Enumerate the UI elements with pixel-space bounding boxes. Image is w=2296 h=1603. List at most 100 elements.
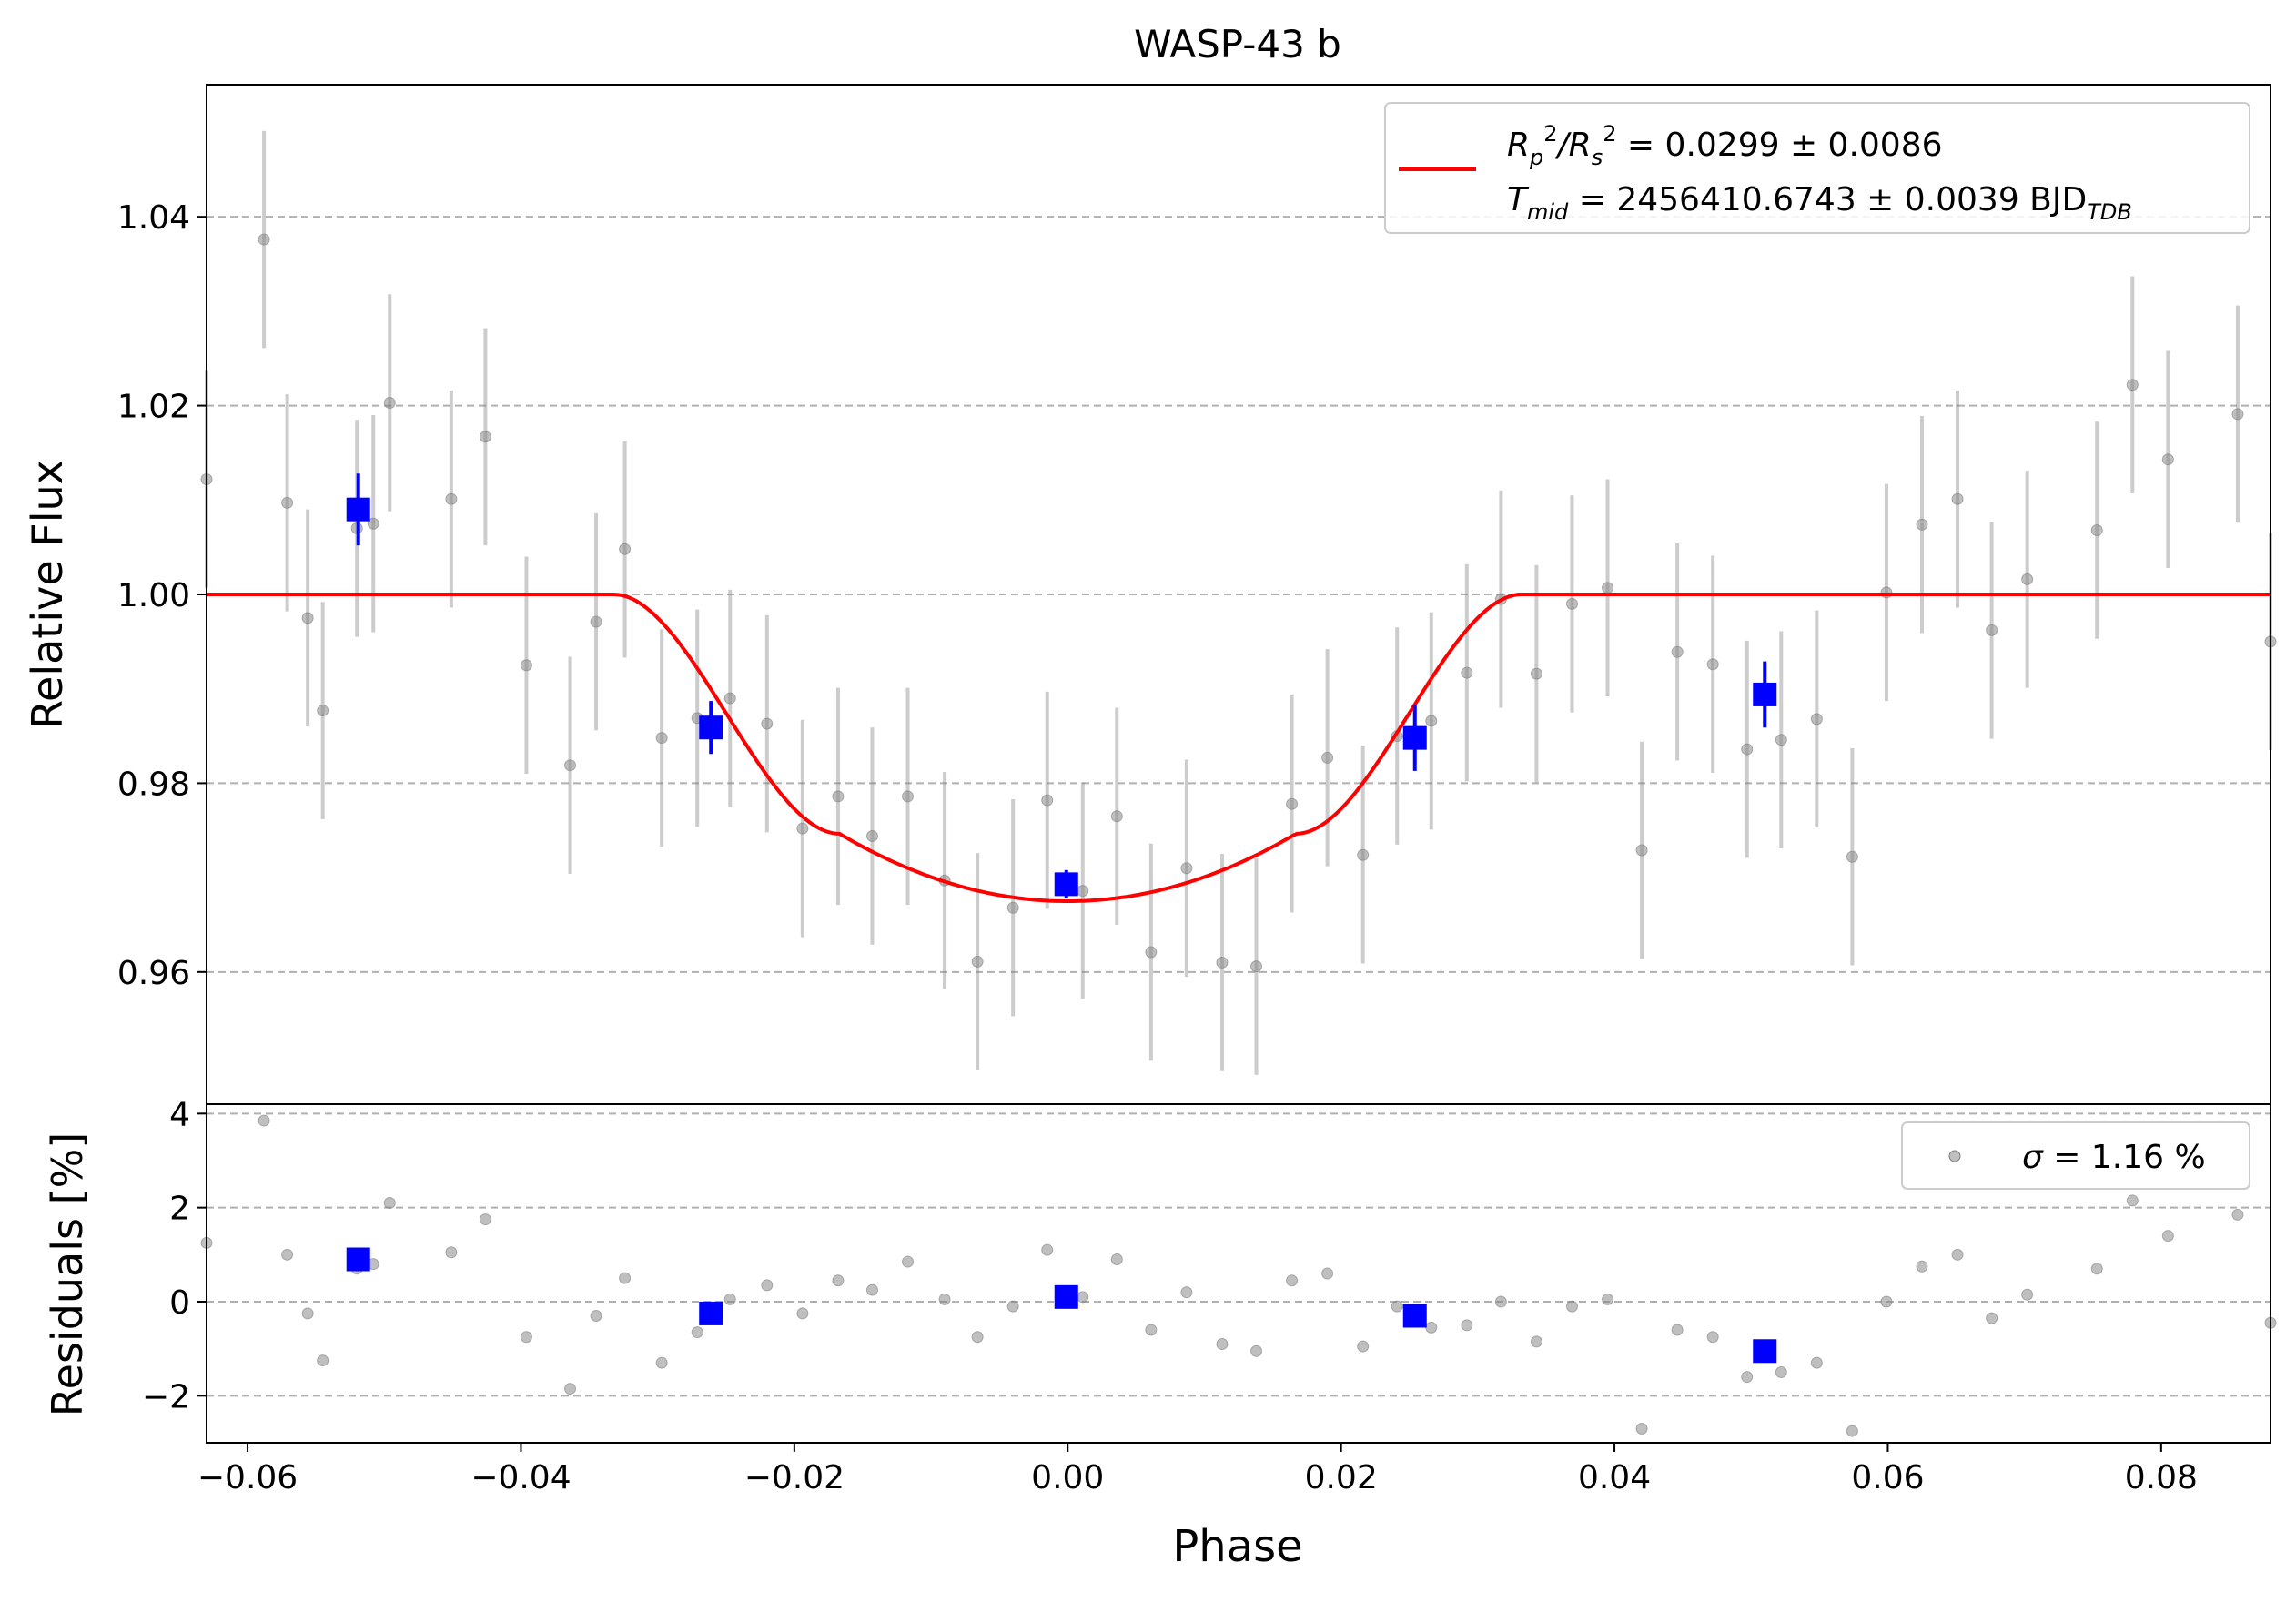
- x-ticks: −0.06 −0.04 −0.02 0.00 0.02 0.04 0.06 0.08: [197, 1443, 2198, 1496]
- residual-point: [971, 1331, 984, 1344]
- binned-residual-point: [1402, 1304, 1427, 1328]
- raw-point: [281, 496, 294, 509]
- residuals-legend: σ = 1.16 %: [1901, 1121, 2250, 1190]
- binned-residual-point: [699, 1301, 723, 1325]
- residuals-plot-frame: [206, 1103, 2271, 1444]
- raw-point: [1425, 715, 1438, 727]
- main-binned-points: [346, 473, 1777, 898]
- binned-point: [1402, 725, 1427, 750]
- binned-point: [346, 497, 370, 522]
- residual-point: [1110, 1253, 1123, 1265]
- raw-point: [1706, 658, 1719, 671]
- raw-point: [445, 492, 458, 505]
- residual-point: [865, 1283, 878, 1296]
- residual-point: [938, 1293, 951, 1305]
- main-legend: Rp2/Rs2 = 0.0299 ± 0.0086 Tmid = 2456410…: [1384, 102, 2250, 234]
- raw-point: [1250, 960, 1263, 973]
- raw-point: [520, 659, 532, 672]
- raw-point: [1916, 518, 1928, 531]
- raw-point: [832, 790, 845, 803]
- raw-point: [2231, 408, 2244, 421]
- residual-point: [1321, 1267, 1334, 1280]
- x-tick-label: 0.02: [1305, 1459, 1378, 1496]
- residual-point: [619, 1272, 632, 1284]
- main-y-ticks: 0.96 0.98 1.00 1.02 1.04: [117, 199, 207, 992]
- raw-point: [1216, 956, 1229, 969]
- residual-point: [1461, 1319, 1473, 1332]
- residual-point: [317, 1354, 329, 1367]
- raw-point: [1145, 946, 1158, 959]
- residual-point: [796, 1307, 809, 1320]
- raw-point: [479, 431, 491, 443]
- raw-point: [564, 759, 577, 772]
- residual-point: [655, 1356, 668, 1369]
- binned-residual-point: [1054, 1284, 1078, 1309]
- residual-point: [1602, 1293, 1614, 1305]
- residual-point: [902, 1255, 915, 1268]
- binned-residual-point: [1753, 1339, 1777, 1364]
- residual-point: [301, 1307, 314, 1320]
- residuals-y-tick-label: 0: [169, 1284, 190, 1322]
- raw-point: [1530, 667, 1542, 680]
- raw-point: [2126, 379, 2139, 391]
- residual-point: [1077, 1291, 1089, 1304]
- main-legend-box: [1384, 102, 2250, 234]
- main-y-tick-label: 0.98: [117, 766, 190, 803]
- residual-point: [1041, 1243, 1054, 1256]
- residual-point: [564, 1383, 577, 1395]
- legend-tmid-entry: Tmid = 2456410.6743 ± 0.0039 BJDTDB: [1507, 181, 2132, 225]
- raw-point: [655, 732, 668, 745]
- residual-point: [2126, 1194, 2139, 1207]
- raw-point: [796, 822, 809, 835]
- residuals-legend-box: [1901, 1121, 2250, 1190]
- residuals-y-tick-label: 4: [169, 1096, 190, 1133]
- x-tick-label: 0.06: [1851, 1459, 1924, 1496]
- raw-point: [1846, 850, 1858, 863]
- chart-title: WASP-43 b: [1134, 22, 1341, 66]
- raw-point: [1077, 885, 1089, 898]
- raw-point: [1006, 901, 1019, 914]
- residuals-panel: −2 0 2 4 −0.06 −0.04 −0.02 0.00 0.02 0.04 0.06 0.0…: [43, 1096, 2277, 1572]
- residual-point: [1951, 1248, 1964, 1261]
- raw-point: [367, 517, 379, 530]
- transit-model-curve: [207, 593, 2271, 903]
- residual-point: [1425, 1321, 1438, 1334]
- raw-point: [1986, 624, 1998, 636]
- raw-point: [865, 829, 878, 842]
- legend-depth-entry: Rp2/Rs2 = 0.0299 ± 0.0086: [1507, 121, 1943, 170]
- residuals-y-ticks: −2 0 2 4: [142, 1096, 207, 1415]
- raw-point: [1321, 751, 1334, 764]
- raw-point: [1357, 848, 1370, 861]
- residuals-y-tick-label: −2: [142, 1378, 190, 1415]
- x-tick-label: −0.06: [197, 1459, 298, 1496]
- residual-point: [1565, 1300, 1578, 1313]
- residual-point: [1357, 1340, 1370, 1353]
- residual-point: [1880, 1295, 1893, 1308]
- residual-point: [832, 1274, 845, 1287]
- binned-residual-point: [346, 1247, 370, 1272]
- residual-point: [1635, 1423, 1648, 1435]
- raw-point: [301, 612, 314, 624]
- residuals-y-axis-label: Residuals [%]: [43, 1132, 92, 1416]
- legend-sigma-entry: σ = 1.16 %: [2022, 1139, 2206, 1176]
- raw-point: [383, 396, 396, 409]
- residual-point: [1530, 1335, 1542, 1348]
- main-y-tick-label: 1.04: [117, 199, 190, 237]
- raw-point: [1602, 582, 1614, 594]
- residual-point: [1810, 1356, 1823, 1369]
- raw-point: [619, 543, 632, 555]
- residual-point: [2161, 1230, 2174, 1243]
- raw-point: [1180, 862, 1193, 875]
- raw-point: [971, 955, 984, 968]
- raw-point: [1110, 810, 1123, 823]
- residual-point: [1145, 1324, 1158, 1336]
- residual-point: [2090, 1263, 2103, 1275]
- residual-point: [590, 1310, 602, 1322]
- residual-point: [691, 1326, 703, 1339]
- residual-point: [1250, 1344, 1263, 1357]
- raw-point: [1671, 645, 1684, 658]
- raw-point: [258, 233, 270, 246]
- main-raw-points: [200, 233, 2277, 973]
